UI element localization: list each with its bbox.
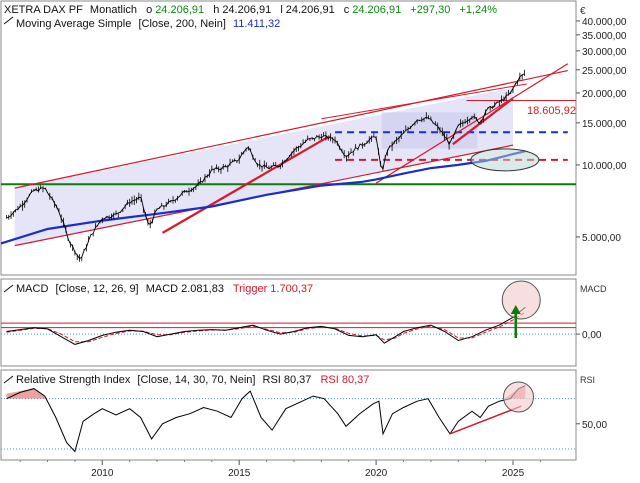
ma-legend-params: [Close, 200, Nein] [138,18,225,30]
rsi-legend-label: Relative Strength Index [16,374,131,386]
x-tick-label: 2020 [365,468,388,479]
price-y-tick-label: 30.000,00 [582,47,627,58]
ohlc-open-value: 24.206,91 [155,4,204,16]
ma-legend-value: 11.411,32 [233,18,280,30]
price-axis-unit: € [580,6,586,17]
channel-upper-line [14,70,568,189]
ohlc-low-value: 24.206,91 [286,4,335,16]
macd-y-tick-label: 0,00 [582,330,602,341]
x-tick-label: 2015 [228,468,251,479]
price-y-tick-label: 25.000,00 [582,66,627,77]
consolidation-box [381,112,478,149]
rsi-legend-value: RSI 80,37 [263,374,312,386]
rsi-trend-line [449,405,522,435]
ohlc-high-key: h [213,4,219,16]
rsi-legend-params: [Close, 14, 30, 70, Nein] [137,374,255,386]
ohlc-high-value: 24.206,91 [222,4,271,16]
macd-legend-icon [3,284,14,293]
price-y-tick-label: 35.000,00 [582,31,627,42]
x-tick-label: 2010 [91,468,114,479]
ma-legend: Moving Average Simple [Close, 200, Nein]… [16,18,280,30]
ohlc-close-key: c [344,4,350,16]
price-legend-instrument: XETRA DAX PF [4,4,83,16]
macd-highlight-circle [501,280,541,320]
rsi-y-tick-label: 50,00 [582,420,607,431]
price-y-tick-label: 15.000,00 [582,119,627,130]
price-y-tick-label: 20.000,00 [582,89,627,100]
price-y-tick-label: 5.000,00 [582,233,621,244]
ohlc-low-key: l [280,4,282,16]
ohlc-open-key: o [146,4,152,16]
ohlc-change-percent: +1,24% [459,4,497,16]
ma-legend-label: Moving Average Simple [16,18,131,30]
uptrend-line-2012 [161,135,331,234]
macd-legend-params: [Close, 12, 26, 9] [55,283,138,295]
ma-legend-icon [3,16,14,25]
macd-line [6,306,526,345]
annotation-level-label: 18.605,92 [527,105,576,117]
price-line [6,73,525,260]
rsi-axis-title: RSI [580,375,595,385]
macd-legend-value: MACD 2.081,83 [146,283,224,295]
rsi-legend-icon [3,375,14,384]
price-y-tick-label: 10.000,00 [582,161,627,172]
macd-arrow-head [510,305,521,314]
rsi-legend: Relative Strength Index [Close, 14, 30, … [16,374,369,386]
macd-legend-trigger: Trigger 1.700,37 [233,283,313,295]
uptrend-line-2022 [452,97,514,146]
macd-axis-title: MACD [580,284,607,294]
macd-legend: MACD [Close, 12, 26, 9] MACD 2.081,83 Tr… [16,283,313,295]
ohlc-close-value: 24.206,91 [352,4,401,16]
price-legend: XETRA DAX PF Monatlich o 24.206,91 h 24.20… [4,4,497,16]
price-legend-interval: Monatlich [90,4,137,16]
macd-legend-label: MACD [16,283,48,295]
ohlc-change-value: +297,30 [410,4,450,16]
rsi-panel-frame [0,369,577,461]
x-tick-label: 2025 [502,468,525,479]
price-y-tick-label: 40.000,00 [582,17,627,28]
rsi-line [6,385,526,453]
rsi-highlight-circle [503,381,534,413]
price-ellipse-annotation [470,148,540,172]
uptrend-line-2020 [375,63,569,184]
rsi-legend-value-red: RSI 80,37 [320,374,369,386]
macd-trigger-line [6,311,526,343]
macd-panel-frame [0,278,577,367]
upper-channel-line-2 [321,83,527,120]
